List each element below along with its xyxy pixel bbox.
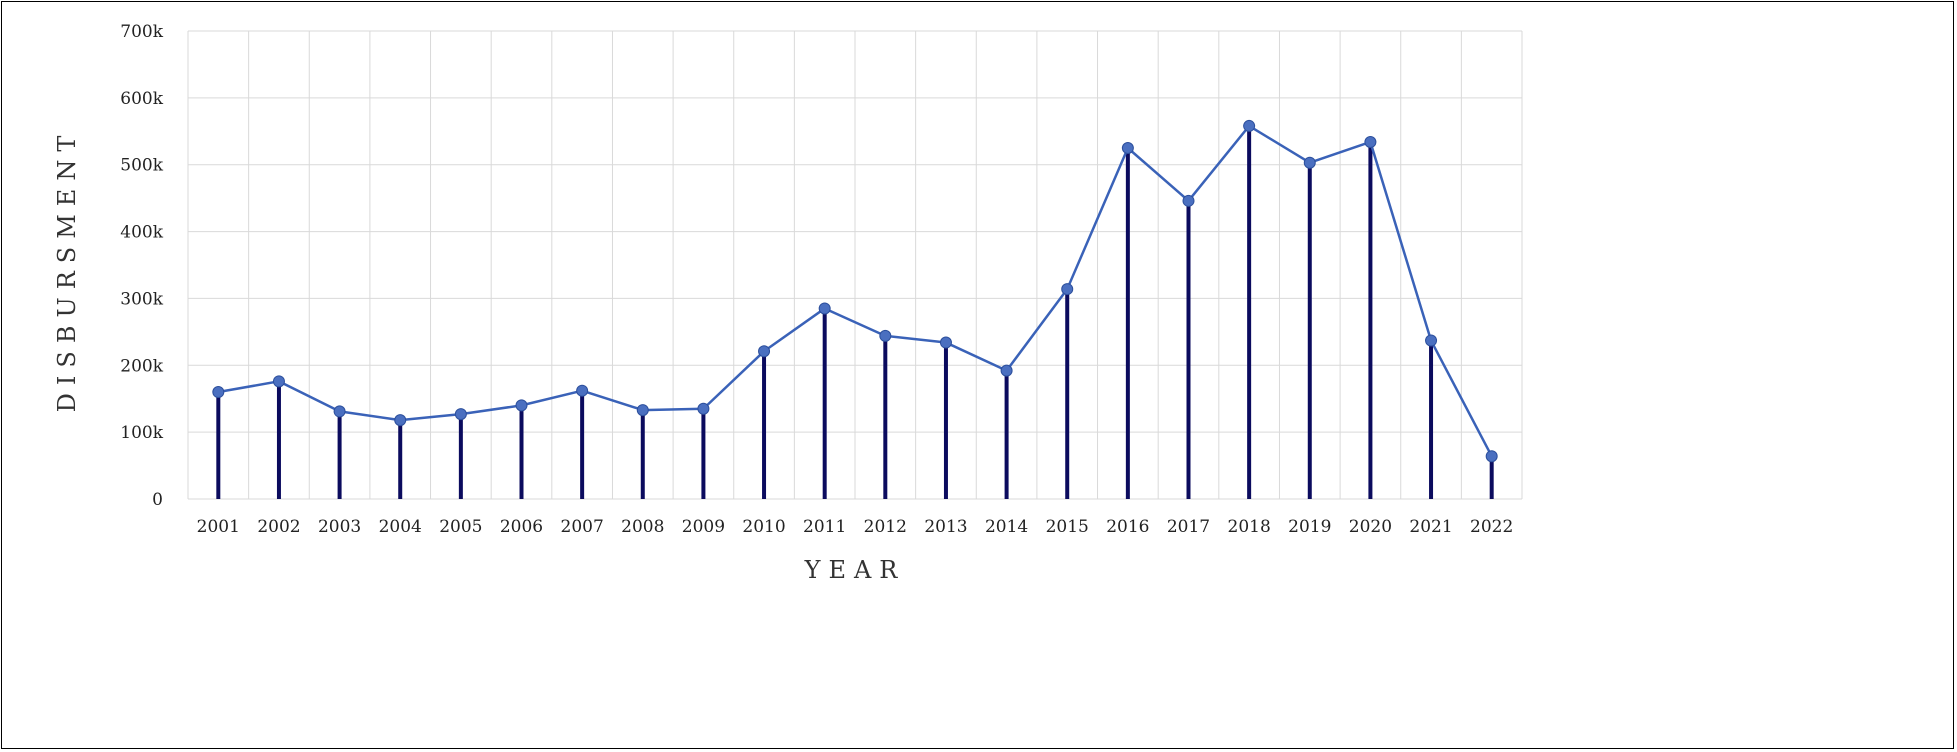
data-point — [1485, 450, 1498, 463]
x-tick-label: 2007 — [561, 517, 604, 537]
markers — [212, 119, 1498, 463]
data-point — [1182, 194, 1195, 207]
x-tick-label: 2017 — [1167, 517, 1210, 537]
x-tick-label: 2014 — [985, 517, 1028, 537]
x-tick-label: 2016 — [1106, 517, 1149, 537]
data-point — [879, 329, 892, 342]
data-point — [576, 384, 589, 397]
x-tick-label: 2006 — [500, 517, 543, 537]
data-point — [1303, 156, 1316, 169]
x-tick-label: 2003 — [318, 517, 361, 537]
x-tick-label: 2009 — [682, 517, 725, 537]
x-tick-label: 2020 — [1349, 517, 1392, 537]
data-point — [454, 408, 467, 421]
x-tick-label: 2022 — [1470, 517, 1513, 537]
stems — [216, 125, 1494, 499]
data-point — [1000, 364, 1013, 377]
x-axis-title: YEAR — [804, 556, 906, 584]
data-point — [212, 386, 225, 399]
data-point — [272, 375, 285, 388]
grid — [187, 30, 1523, 500]
x-tick-label: 2001 — [197, 517, 240, 537]
x-tick-label: 2018 — [1228, 517, 1271, 537]
data-point — [1243, 119, 1256, 132]
data-point — [636, 404, 649, 417]
y-tick-label: 0 — [152, 490, 163, 510]
x-tick-label: 2011 — [803, 517, 846, 537]
y-tick-label: 200k — [120, 356, 163, 376]
y-tick-label: 100k — [120, 423, 163, 443]
x-tick-label: 2019 — [1288, 517, 1331, 537]
y-tick-label: 300k — [120, 289, 163, 309]
x-tick-label: 2013 — [924, 517, 967, 537]
x-tick-label: 2004 — [379, 517, 422, 537]
x-tick-label: 2021 — [1409, 517, 1452, 537]
data-point — [818, 302, 831, 315]
data-point — [333, 405, 346, 418]
y-tick-label: 700k — [120, 22, 163, 42]
data-point — [1425, 334, 1438, 347]
y-tick-label: 600k — [120, 89, 163, 109]
data-point — [697, 402, 710, 415]
x-axis-ticks: 2001 2002 2003 2004 2005 2006 2007 2008 2009 2010… — [197, 517, 1514, 537]
data-point — [758, 345, 771, 358]
data-point — [1364, 135, 1377, 148]
data-point — [939, 336, 952, 349]
x-tick-label: 2002 — [257, 517, 300, 537]
x-tick-label: 2008 — [621, 517, 664, 537]
data-point — [515, 399, 528, 412]
x-tick-label: 2005 — [439, 517, 482, 537]
data-point — [1121, 142, 1134, 154]
y-axis-ticks: 0 100k 200k 300k 400k 500k 600k 700k — [120, 22, 163, 510]
data-point — [1061, 283, 1074, 296]
series-polyline — [218, 124, 1493, 457]
y-tick-label: 400k — [120, 223, 163, 243]
x-tick-label: 2012 — [864, 517, 907, 537]
y-axis-title: DISBURSMENT — [53, 128, 81, 413]
x-tick-label: 2015 — [1046, 517, 1089, 537]
data-point — [394, 414, 407, 427]
x-tick-label: 2010 — [742, 517, 785, 537]
y-tick-label: 500k — [120, 156, 163, 176]
series-line — [218, 124, 1493, 457]
